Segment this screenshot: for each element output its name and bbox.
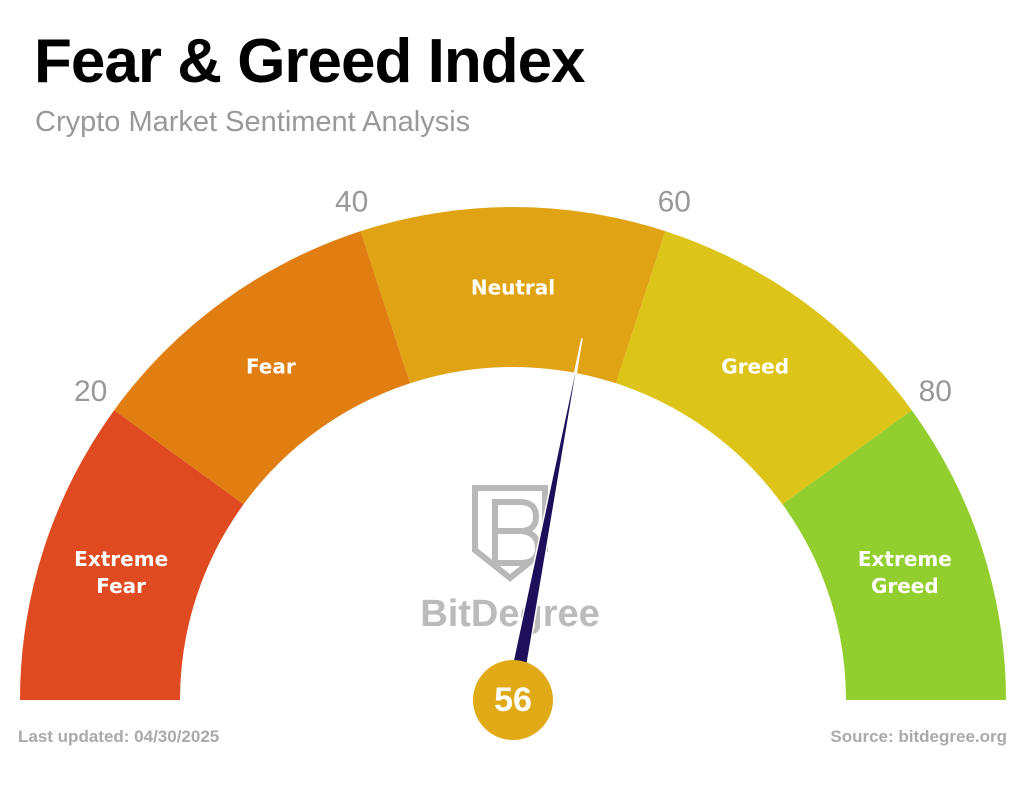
gauge-segment: [114, 231, 411, 505]
value-circle: [473, 660, 553, 740]
chart-subtitle: Crypto Market Sentiment Analysis: [35, 106, 471, 138]
segment-label: Extreme Greed: [857, 546, 952, 598]
needle: [504, 338, 583, 703]
segment-label: Neutral: [470, 275, 556, 300]
tick-label: 60: [658, 185, 691, 218]
segment-label: Extreme Fear: [74, 546, 169, 598]
tick-label: 40: [335, 185, 368, 218]
segment-label: Fear: [245, 354, 296, 379]
watermark: BitDegree: [420, 593, 600, 635]
gauge-segment: [615, 231, 912, 505]
value-label: 56: [494, 681, 532, 719]
tick-label: 80: [919, 375, 952, 408]
footer-source: Source: bitdegree.org: [830, 727, 1007, 746]
footer-updated: Last updated: 04/30/2025: [18, 727, 220, 746]
gauge-segment: [360, 206, 666, 384]
logo-shield: [472, 485, 548, 582]
segment-label: Greed: [721, 354, 790, 379]
gauge-segment: [782, 410, 1006, 700]
chart-title: Fear & Greed Index: [34, 27, 586, 96]
tick-label: 20: [74, 375, 107, 408]
gauge-segment: [20, 410, 244, 700]
